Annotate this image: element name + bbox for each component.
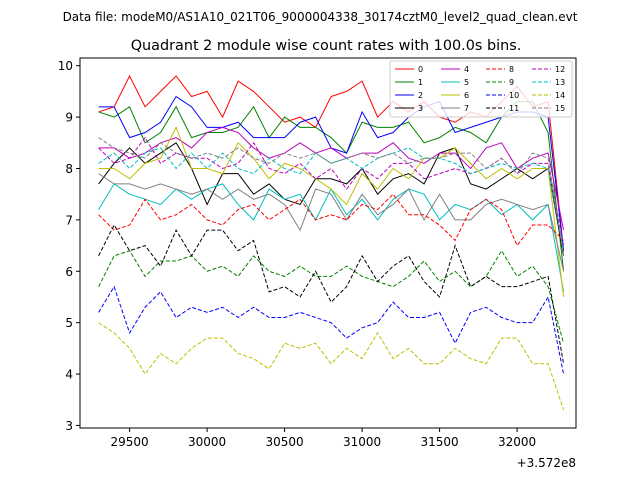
x-tick-label: 30000 (188, 435, 226, 449)
chart-title: Quadrant 2 module wise count rates with … (131, 38, 522, 54)
y-tick-label: 6 (65, 265, 73, 279)
series-line-3 (98, 142, 565, 256)
legend-label-13: 13 (555, 78, 565, 87)
legend-label-2: 2 (418, 91, 423, 100)
series-line-15 (98, 137, 565, 256)
y-tick-label: 4 (65, 368, 73, 382)
x-tick-label: 31000 (343, 435, 381, 449)
series-line-7 (98, 173, 565, 272)
series-line-11 (98, 223, 565, 364)
legend-label-15: 15 (555, 104, 565, 113)
y-tick-label: 5 (65, 316, 73, 330)
legend-label-5: 5 (464, 78, 469, 87)
y-tick-label: 3 (65, 419, 73, 433)
legend-frame (389, 60, 573, 118)
series-line-1 (98, 101, 565, 272)
series-line-8 (98, 193, 564, 247)
legend-label-3: 3 (418, 104, 423, 113)
x-tick-label: 30500 (266, 435, 304, 449)
legend-label-10: 10 (509, 91, 519, 100)
x-offset-label: +3.572e8 (517, 456, 576, 470)
legend-label-8: 8 (509, 65, 514, 74)
series-line-12 (98, 136, 565, 246)
legend-label-11: 11 (509, 104, 519, 113)
y-tick-label: 7 (65, 213, 73, 227)
legend-label-9: 9 (509, 78, 514, 87)
series-line-5 (98, 183, 565, 292)
x-tick-label: 31500 (421, 435, 459, 449)
y-tick-label: 8 (65, 162, 73, 176)
series-line-6 (98, 126, 565, 298)
legend-label-6: 6 (464, 91, 469, 100)
figure-suptitle: Data file: modeM0/AS1A10_021T06_90000043… (63, 10, 578, 24)
x-tick-label: 32000 (498, 435, 536, 449)
legend-label-12: 12 (555, 65, 565, 74)
legend-label-1: 1 (418, 78, 423, 87)
legend-label-0: 0 (418, 65, 423, 74)
series-line-4 (98, 126, 565, 231)
series-line-10 (98, 285, 565, 375)
y-tick-label: 9 (65, 111, 73, 125)
plot-frame (79, 57, 577, 429)
x-tick-label: 29500 (111, 435, 149, 449)
legend-label-7: 7 (464, 104, 469, 113)
series-line-14 (98, 322, 565, 411)
series-group (98, 74, 565, 411)
legend-label-14: 14 (555, 91, 565, 100)
series-line-9 (98, 249, 565, 344)
y-tick-label: 10 (58, 59, 73, 73)
legend-label-4: 4 (464, 65, 469, 74)
